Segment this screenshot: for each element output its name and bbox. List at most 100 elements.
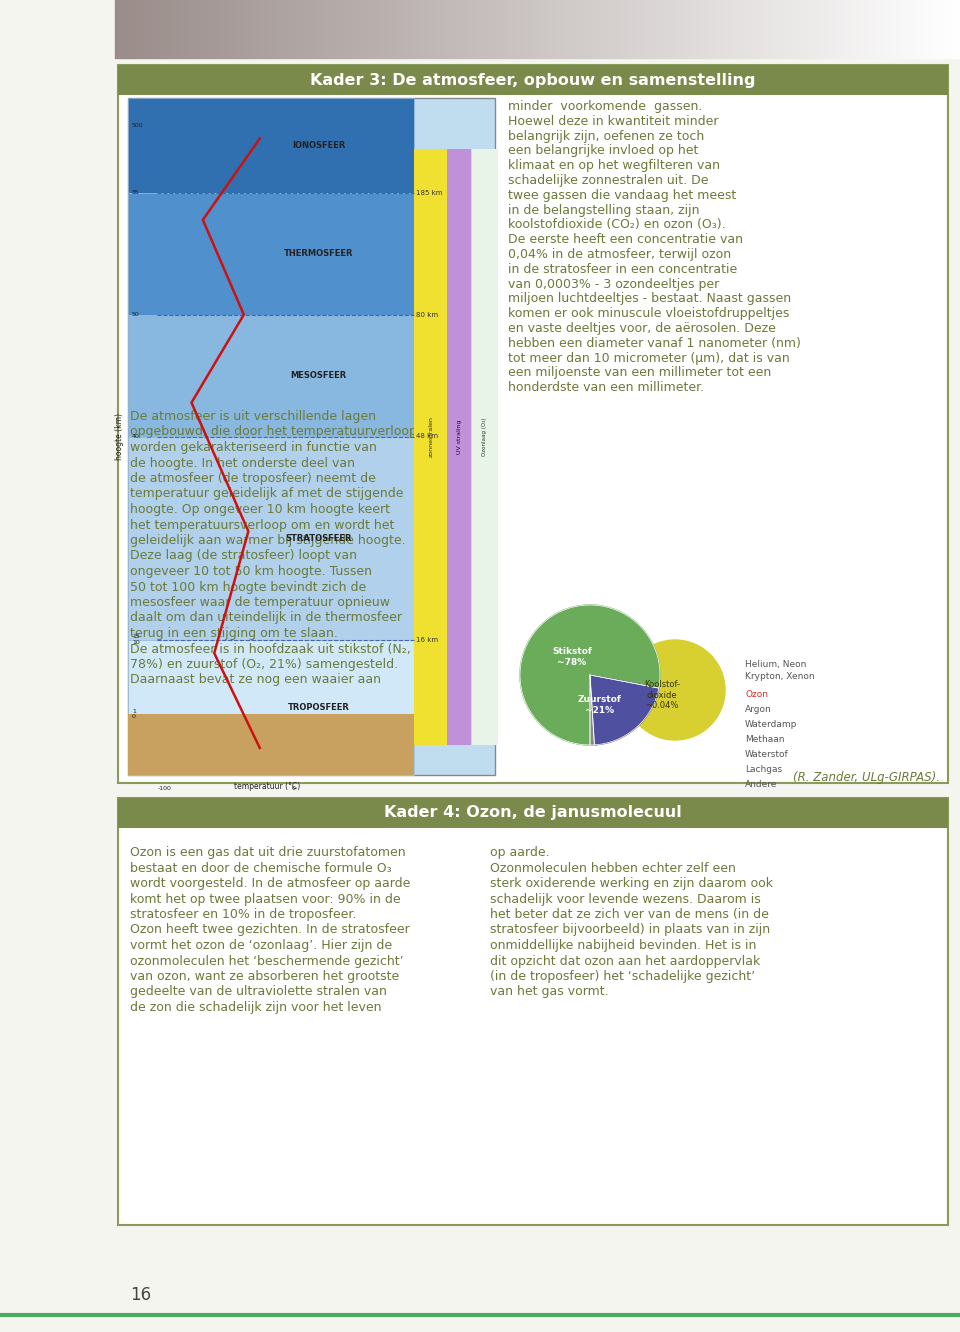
Text: Deze laag (de stratosfeer) loopt van: Deze laag (de stratosfeer) loopt van <box>130 550 357 562</box>
Text: STRATOSFEER: STRATOSFEER <box>285 534 352 542</box>
Text: sterk oxiderende werking en zijn daarom ook: sterk oxiderende werking en zijn daarom … <box>490 876 773 890</box>
Text: gedeelte van de ultraviolette stralen van: gedeelte van de ultraviolette stralen va… <box>130 986 387 999</box>
Text: Daarnaast bevat ze nog een waaier aan: Daarnaast bevat ze nog een waaier aan <box>130 674 381 686</box>
Bar <box>128 99 495 775</box>
Text: bestaat en door de chemische formule O₃: bestaat en door de chemische formule O₃ <box>130 862 392 875</box>
Text: koolstofdioxide (CO₂) en ozon (O₃).: koolstofdioxide (CO₂) en ozon (O₃). <box>508 218 726 232</box>
Text: ozonmoleculen het ‘beschermende gezicht’: ozonmoleculen het ‘beschermende gezicht’ <box>130 955 403 967</box>
Text: 78%) en zuurstof (O₂, 21%) samengesteld.: 78%) en zuurstof (O₂, 21%) samengesteld. <box>130 658 398 671</box>
Text: hebben een diameter vanaf 1 nanometer (nm): hebben een diameter vanaf 1 nanometer (n… <box>508 337 801 350</box>
Text: de zon die schadelijk zijn voor het leven: de zon die schadelijk zijn voor het leve… <box>130 1002 381 1014</box>
Bar <box>128 193 415 314</box>
Text: tot meer dan 10 micrometer (μm), dat is van: tot meer dan 10 micrometer (μm), dat is … <box>508 352 790 365</box>
Text: terug in een stijging om te slaan.: terug in een stijging om te slaan. <box>130 627 338 639</box>
Text: van ozon, want ze absorberen het grootste: van ozon, want ze absorberen het grootst… <box>130 970 399 983</box>
Text: een belangrijke invloed op het: een belangrijke invloed op het <box>508 144 698 157</box>
Text: het temperatuursverloop om en wordt het: het temperatuursverloop om en wordt het <box>130 518 395 531</box>
Text: De atmosfeer is in hoofdzaak uit stikstof (N₂,: De atmosfeer is in hoofdzaak uit stiksto… <box>130 642 411 655</box>
Text: dit opzicht dat ozon aan het aardoppervlak: dit opzicht dat ozon aan het aardoppervl… <box>490 955 760 967</box>
Text: twee gassen die vandaag het meest: twee gassen die vandaag het meest <box>508 189 736 202</box>
Text: stratosfeer en 10% in de troposfeer.: stratosfeer en 10% in de troposfeer. <box>130 908 356 920</box>
Text: opgebouwd, die door het temperatuurverloop: opgebouwd, die door het temperatuurverlo… <box>130 425 417 438</box>
Polygon shape <box>590 675 594 745</box>
Text: schadelijk voor levende wezens. Daarom is: schadelijk voor levende wezens. Daarom i… <box>490 892 760 906</box>
Text: hoogte. Op ongeveer 10 km hoogte keert: hoogte. Op ongeveer 10 km hoogte keert <box>130 503 390 515</box>
Text: van het gas vormt.: van het gas vormt. <box>490 986 609 999</box>
Text: van 0,0003% - 3 ozondeeltjes per: van 0,0003% - 3 ozondeeltjes per <box>508 277 719 290</box>
Bar <box>118 65 948 95</box>
Text: Zuurstof
~21%: Zuurstof ~21% <box>578 695 622 715</box>
Text: Ozonlaag (O₃): Ozonlaag (O₃) <box>483 417 488 456</box>
Text: UV straling: UV straling <box>457 420 462 454</box>
Text: Ozon heeft twee gezichten. In de stratosfeer: Ozon heeft twee gezichten. In de stratos… <box>130 923 410 936</box>
Text: Helium, Neon: Helium, Neon <box>745 659 806 669</box>
Bar <box>118 798 948 829</box>
Text: 48 km: 48 km <box>417 433 439 440</box>
Text: (in de troposfeer) het ‘schadelijke gezicht’: (in de troposfeer) het ‘schadelijke gezi… <box>490 970 756 983</box>
Text: 0,04% in de atmosfeer, terwijl ozon: 0,04% in de atmosfeer, terwijl ozon <box>508 248 732 261</box>
Text: Krypton, Xenon: Krypton, Xenon <box>745 673 815 681</box>
Text: Ozonmoleculen hebben echter zelf een: Ozonmoleculen hebben echter zelf een <box>490 862 736 875</box>
Text: miljoen luchtdeeltjes - bestaat. Naast gassen: miljoen luchtdeeltjes - bestaat. Naast g… <box>508 293 791 305</box>
Text: honderdste van een millimeter.: honderdste van een millimeter. <box>508 381 704 394</box>
Text: TROPOSFEER: TROPOSFEER <box>288 703 349 711</box>
Text: Koolstof-
dioxide
~0.04%: Koolstof- dioxide ~0.04% <box>644 681 680 710</box>
Text: daalt om dan uiteindelijk in de thermosfeer: daalt om dan uiteindelijk in de thermosf… <box>130 611 402 625</box>
Text: op aarde.: op aarde. <box>490 846 550 859</box>
Text: 50: 50 <box>132 312 140 317</box>
Bar <box>128 437 415 639</box>
Text: MESOSFEER: MESOSFEER <box>291 372 347 380</box>
Bar <box>447 149 471 745</box>
Text: onmiddellijke nabijheid bevinden. Het is in: onmiddellijke nabijheid bevinden. Het is… <box>490 939 756 952</box>
Text: 1
0: 1 0 <box>132 709 136 719</box>
Text: Kader 4: Ozon, de janusmolecuul: Kader 4: Ozon, de janusmolecuul <box>384 806 682 821</box>
Bar <box>118 65 948 783</box>
Text: 85: 85 <box>132 190 140 196</box>
Text: (R. Zander, ULg-GIRPAS).: (R. Zander, ULg-GIRPAS). <box>793 771 940 785</box>
Text: hoogte (km): hoogte (km) <box>115 413 125 460</box>
Text: Waterstof: Waterstof <box>745 750 789 759</box>
Text: 15
10: 15 10 <box>132 634 140 645</box>
Text: Andere: Andere <box>745 781 778 789</box>
Text: de hoogte. In het onderste deel van: de hoogte. In het onderste deel van <box>130 457 355 469</box>
Text: Argon: Argon <box>745 705 772 714</box>
Text: temperatuur geleidelijk af met de stijgende: temperatuur geleidelijk af met de stijge… <box>130 488 403 501</box>
Text: worden gekarakteriseerd in functie van: worden gekarakteriseerd in functie van <box>130 441 377 454</box>
Text: IONOSFEER: IONOSFEER <box>292 141 346 151</box>
Text: vormt het ozon de ‘ozonlaag’. Hier zijn de: vormt het ozon de ‘ozonlaag’. Hier zijn … <box>130 939 392 952</box>
Text: Ozon is een gas dat uit drie zuurstofatomen: Ozon is een gas dat uit drie zuurstofato… <box>130 846 406 859</box>
Text: zonnestralen: zonnestralen <box>428 416 433 457</box>
Bar <box>128 314 415 437</box>
Text: wordt voorgesteld. In de atmosfeer op aarde: wordt voorgesteld. In de atmosfeer op aa… <box>130 876 410 890</box>
Text: minder  voorkomende  gassen.: minder voorkomende gassen. <box>508 100 703 113</box>
Text: in de belangstelling staan, zijn: in de belangstelling staan, zijn <box>508 204 700 217</box>
Text: komen er ook minuscule vloeistofdruppeltjes: komen er ook minuscule vloeistofdruppelt… <box>508 308 789 320</box>
Text: Lachgas: Lachgas <box>745 765 782 774</box>
Bar <box>472 149 498 745</box>
Text: De eerste heeft een concentratie van: De eerste heeft een concentratie van <box>508 233 743 246</box>
Text: 80 km: 80 km <box>417 312 439 317</box>
Text: Waterdamp: Waterdamp <box>745 721 798 729</box>
Text: Ozon: Ozon <box>745 690 768 699</box>
Text: schadelijke zonnestralen uit. De: schadelijke zonnestralen uit. De <box>508 174 708 186</box>
Text: Stikstof
~78%: Stikstof ~78% <box>552 647 592 667</box>
Text: belangrijk zijn, oefenen ze toch: belangrijk zijn, oefenen ze toch <box>508 129 705 143</box>
Text: klimaat en op het wegfilteren van: klimaat en op het wegfilteren van <box>508 160 720 172</box>
Text: en vaste deeltjes voor, de aërosolen. Deze: en vaste deeltjes voor, de aërosolen. De… <box>508 322 776 336</box>
Bar <box>128 714 415 775</box>
Text: een miljoenste van een millimeter tot een: een miljoenste van een millimeter tot ee… <box>508 366 771 380</box>
Text: het beter dat ze zich ver van de mens (in de: het beter dat ze zich ver van de mens (i… <box>490 908 769 920</box>
Text: 0: 0 <box>291 786 295 791</box>
Text: 500: 500 <box>132 123 144 128</box>
Text: temperatuur (°C): temperatuur (°C) <box>234 782 300 791</box>
Text: komt het op twee plaatsen voor: 90% in de: komt het op twee plaatsen voor: 90% in d… <box>130 892 400 906</box>
Text: Hoewel deze in kwantiteit minder: Hoewel deze in kwantiteit minder <box>508 115 718 128</box>
Text: mesosfeer waar de temperatuur opnieuw: mesosfeer waar de temperatuur opnieuw <box>130 595 390 609</box>
Text: Kader 3: De atmosfeer, opbouw en samenstelling: Kader 3: De atmosfeer, opbouw en samenst… <box>310 72 756 88</box>
Text: THERMOSFEER: THERMOSFEER <box>284 249 353 258</box>
Bar <box>128 639 415 775</box>
Text: de atmosfeer (de troposfeer) neemt de: de atmosfeer (de troposfeer) neemt de <box>130 472 376 485</box>
Text: 50 tot 100 km hoogte bevindt zich de: 50 tot 100 km hoogte bevindt zich de <box>130 581 367 594</box>
Text: stratosfeer bijvoorbeeld) in plaats van in zijn: stratosfeer bijvoorbeeld) in plaats van … <box>490 923 770 936</box>
Text: ongeveer 10 tot 50 km hoogte. Tussen: ongeveer 10 tot 50 km hoogte. Tussen <box>130 565 372 578</box>
